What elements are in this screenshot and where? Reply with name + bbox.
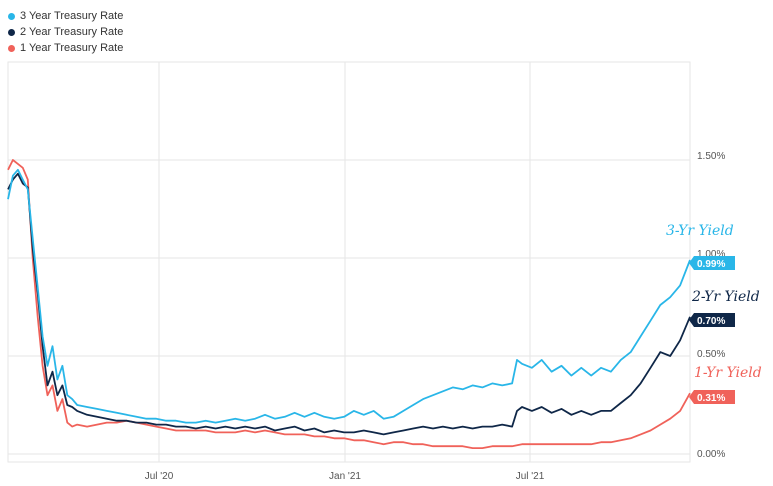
y-tick-150: 1.50% [697, 151, 725, 162]
legend-item-3yr[interactable]: 3 Year Treasury Rate [8, 8, 123, 24]
series-line-3yr [7, 168, 691, 424]
badge-1yr: 0.31% [697, 393, 725, 404]
badge-2yr: 0.70% [697, 316, 725, 327]
legend-dot-2yr [8, 28, 15, 36]
y-axis: 0.00% 0.50% 1.00% 1.50% [697, 151, 725, 460]
series-lines [7, 159, 691, 449]
x-axis: Jul '20 Jan '21 Jul '21 [145, 471, 545, 482]
legend-dot-1yr [8, 44, 15, 52]
legend-item-2yr[interactable]: 2 Year Treasury Rate [8, 24, 123, 40]
legend-label-2yr: 2 Year Treasury Rate [20, 26, 124, 38]
legend-label-3yr: 3 Year Treasury Rate [20, 10, 124, 22]
callouts: 3-Yr Yield 2-Yr Yield 1-Yr Yield [666, 223, 762, 381]
x-tick-jul-20: Jul '20 [145, 471, 174, 482]
x-tick-jan-21: Jan '21 [329, 471, 361, 482]
x-tick-jul-21: Jul '21 [516, 471, 545, 482]
series-line-2yr [7, 172, 691, 436]
y-tick-050: 0.50% [697, 349, 725, 360]
legend-label-1yr: 1 Year Treasury Rate [20, 42, 124, 54]
badge-3yr: 0.99% [697, 259, 725, 270]
grid [7, 61, 691, 463]
y-tick-100: 1.00% [697, 249, 725, 260]
legend-dot-3yr [8, 12, 15, 20]
end-value-badges: 0.99% 0.70% 0.31% [689, 256, 735, 404]
callout-1yr: 1-Yr Yield [694, 365, 762, 381]
callout-2yr: 2-Yr Yield [691, 289, 760, 305]
badge-3yr-bg [689, 256, 735, 270]
badge-1yr-bg [689, 390, 735, 404]
badge-2yr-bg [689, 313, 735, 327]
plot-frame [7, 61, 691, 463]
legend-item-1yr[interactable]: 1 Year Treasury Rate [8, 40, 123, 56]
callout-3yr: 3-Yr Yield [666, 223, 734, 239]
legend: 3 Year Treasury Rate 2 Year Treasury Rat… [8, 8, 123, 56]
y-tick-0: 0.00% [697, 449, 725, 460]
series-line-1yr [7, 159, 691, 449]
